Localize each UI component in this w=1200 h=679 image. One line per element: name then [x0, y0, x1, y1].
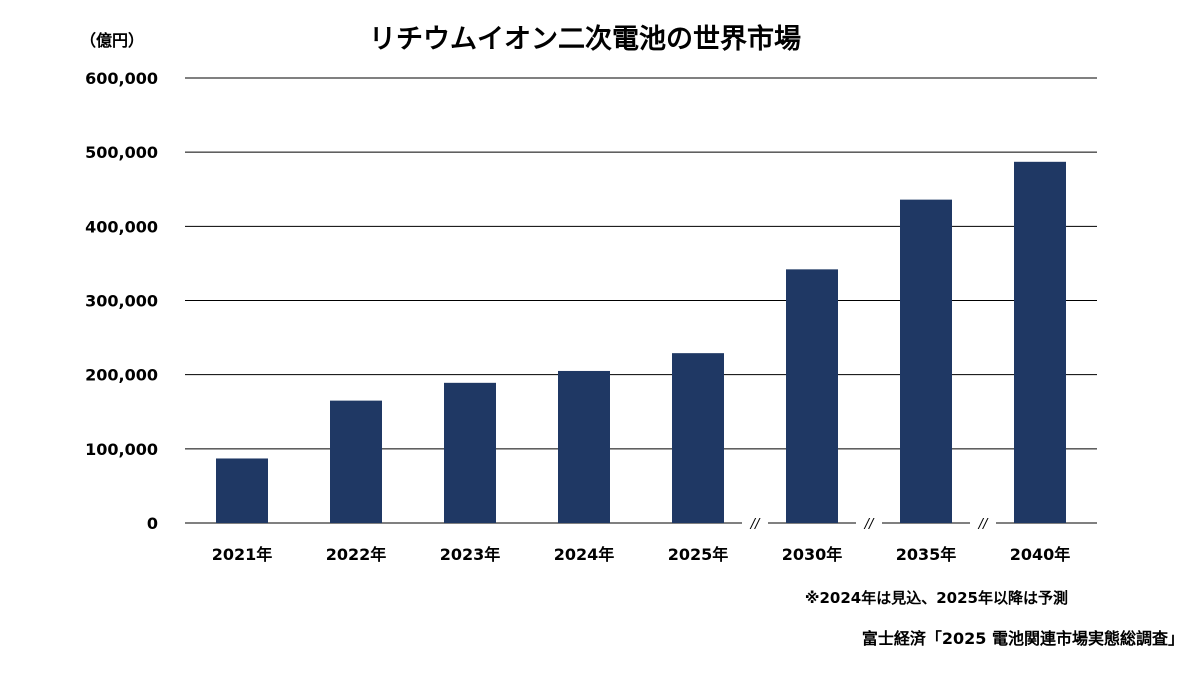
x-axis-categories: 2021年 2022年 2023年 2024年 2025年 2030年 2035年 2040年 [212, 545, 1071, 564]
x-category-label: 2021年 [212, 545, 273, 564]
y-tick-label: 400,000 [85, 217, 158, 236]
y-tick-label: 0 [147, 514, 158, 533]
axis-break-gap [742, 519, 768, 527]
bar-3 [444, 382, 496, 523]
x-category-label: 2025年 [668, 545, 729, 564]
x-category-label: 2035年 [896, 545, 957, 564]
y-tick-label: 200,000 [85, 366, 158, 385]
gridlines [185, 77, 1097, 524]
y-axis-ticks: 0 100,000 200,000 300,000 400,000 500,000 600,… [85, 69, 158, 533]
bar-4 [558, 370, 610, 523]
axis-break-gap [970, 519, 996, 527]
x-category-label: 2023年 [440, 545, 501, 564]
axis-break-gap [856, 519, 882, 527]
y-axis-unit-label: （億円） [80, 31, 144, 50]
bar-1 [216, 458, 268, 523]
axis-break-marks: // // // [742, 517, 996, 532]
y-tick-label: 300,000 [85, 292, 158, 311]
y-tick-label: 600,000 [85, 69, 158, 88]
axis-break-mark: // [864, 517, 875, 532]
bar-6 [786, 269, 838, 523]
forecast-note: ※2024年は見込、2025年以降は予測 [805, 589, 1068, 607]
bar-8 [1014, 161, 1066, 523]
x-category-label: 2024年 [554, 545, 615, 564]
source-credit: 富士経済「2025 電池関連市場実態総調査」 [862, 629, 1184, 648]
x-category-label: 2040年 [1010, 545, 1071, 564]
chart-title: リチウムイオン二次電池の世界市場 [369, 23, 801, 55]
bars [216, 161, 1066, 523]
x-category-label: 2030年 [782, 545, 843, 564]
y-tick-label: 100,000 [85, 440, 158, 459]
bar-5 [672, 353, 724, 523]
axis-break-mark: // [978, 517, 989, 532]
x-category-label: 2022年 [326, 545, 387, 564]
y-tick-label: 500,000 [85, 143, 158, 162]
bar-7 [900, 199, 952, 523]
bar-2 [330, 400, 382, 523]
axis-break-mark: // [750, 517, 761, 532]
